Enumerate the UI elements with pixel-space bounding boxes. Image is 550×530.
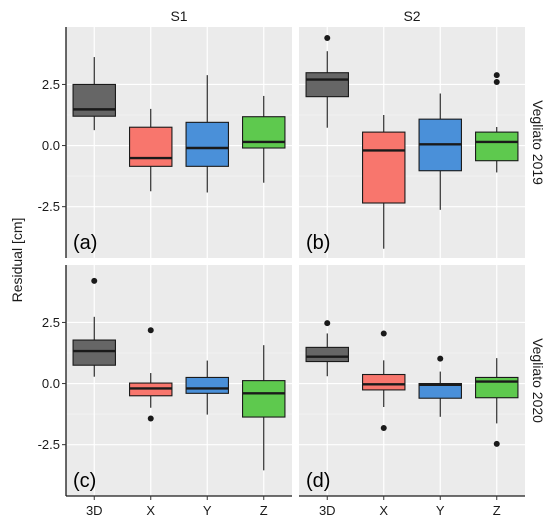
box-d-x <box>362 330 406 432</box>
box-c-y <box>185 360 229 415</box>
box-body <box>72 339 116 366</box>
strip-label-vegliato-2020: Vegliato 2020 <box>530 338 546 423</box>
outlier-point <box>91 277 98 284</box>
strip-bg-s1 <box>66 6 292 26</box>
box-body <box>362 131 406 204</box>
panel-c: (c) <box>66 265 292 496</box>
panel-tag-a: (a) <box>73 232 97 254</box>
box-body <box>129 126 173 167</box>
x-tick-label: 3D <box>319 503 336 518</box>
outlier-point <box>147 415 154 422</box>
outlier-point <box>324 35 331 41</box>
strip-label-s1: S1 <box>170 8 187 24</box>
x-tick-label: 3D <box>86 503 103 518</box>
box-c-3d <box>72 277 116 377</box>
x-tick-label: Y <box>203 503 212 518</box>
panel-b: (b) <box>299 27 525 258</box>
box-a-y <box>185 75 229 193</box>
box-body <box>185 376 229 394</box>
strip-label-s2: S2 <box>403 8 420 24</box>
y-axis-label: Residual [cm] <box>9 218 25 303</box>
box-b-x <box>362 115 406 249</box>
outlier-point <box>380 330 387 337</box>
box-b-y <box>418 93 462 210</box>
outlier-point <box>324 320 331 327</box>
strip-bg-s2 <box>299 6 525 26</box>
box-c-x <box>129 327 173 422</box>
box-body <box>72 83 116 117</box>
box-body <box>305 346 349 363</box>
box-c-z <box>242 345 286 471</box>
y-tick-label: -2.5 <box>38 437 60 452</box>
y-tick-label: 2.5 <box>42 77 60 92</box>
box-d-3d <box>305 320 349 377</box>
x-tick-label: X <box>379 503 388 518</box>
box-a-3d <box>72 57 116 131</box>
panel-tag-d: (d) <box>306 470 330 492</box>
x-tick-label: X <box>146 503 155 518</box>
box-a-z <box>242 95 286 183</box>
panel-d: (d) <box>299 265 525 496</box>
outlier-point <box>493 440 500 447</box>
box-body <box>242 380 286 418</box>
box-body <box>475 131 519 162</box>
x-tick-label: Z <box>493 503 501 518</box>
x-tick-label: Z <box>260 503 268 518</box>
outlier-point <box>493 79 500 85</box>
box-body <box>362 373 406 391</box>
y-tick-label: 2.5 <box>42 315 60 330</box>
y-tick-label: 0.0 <box>42 376 60 391</box>
box-d-z <box>475 358 519 447</box>
box-body <box>305 72 349 98</box>
box-body <box>418 383 462 399</box>
strip-label-vegliato-2019: Vegliato 2019 <box>530 100 546 185</box>
outlier-point <box>437 355 444 362</box>
box-b-z <box>475 72 519 173</box>
panel-a: (a) <box>66 27 292 258</box>
box-body <box>242 116 286 149</box>
y-tick-label: 0.0 <box>42 138 60 153</box>
panel-tag-c: (c) <box>73 470 96 492</box>
x-tick-label: Y <box>436 503 445 518</box>
outlier-point <box>493 72 500 79</box>
panel-tag-b: (b) <box>306 232 330 254</box>
box-b-3d <box>305 35 349 128</box>
box-d-y <box>418 355 462 417</box>
outlier-point <box>147 327 154 334</box>
box-a-x <box>129 108 173 192</box>
y-tick-label: -2.5 <box>38 199 60 214</box>
outlier-point <box>380 425 387 432</box>
box-body <box>185 121 229 167</box>
